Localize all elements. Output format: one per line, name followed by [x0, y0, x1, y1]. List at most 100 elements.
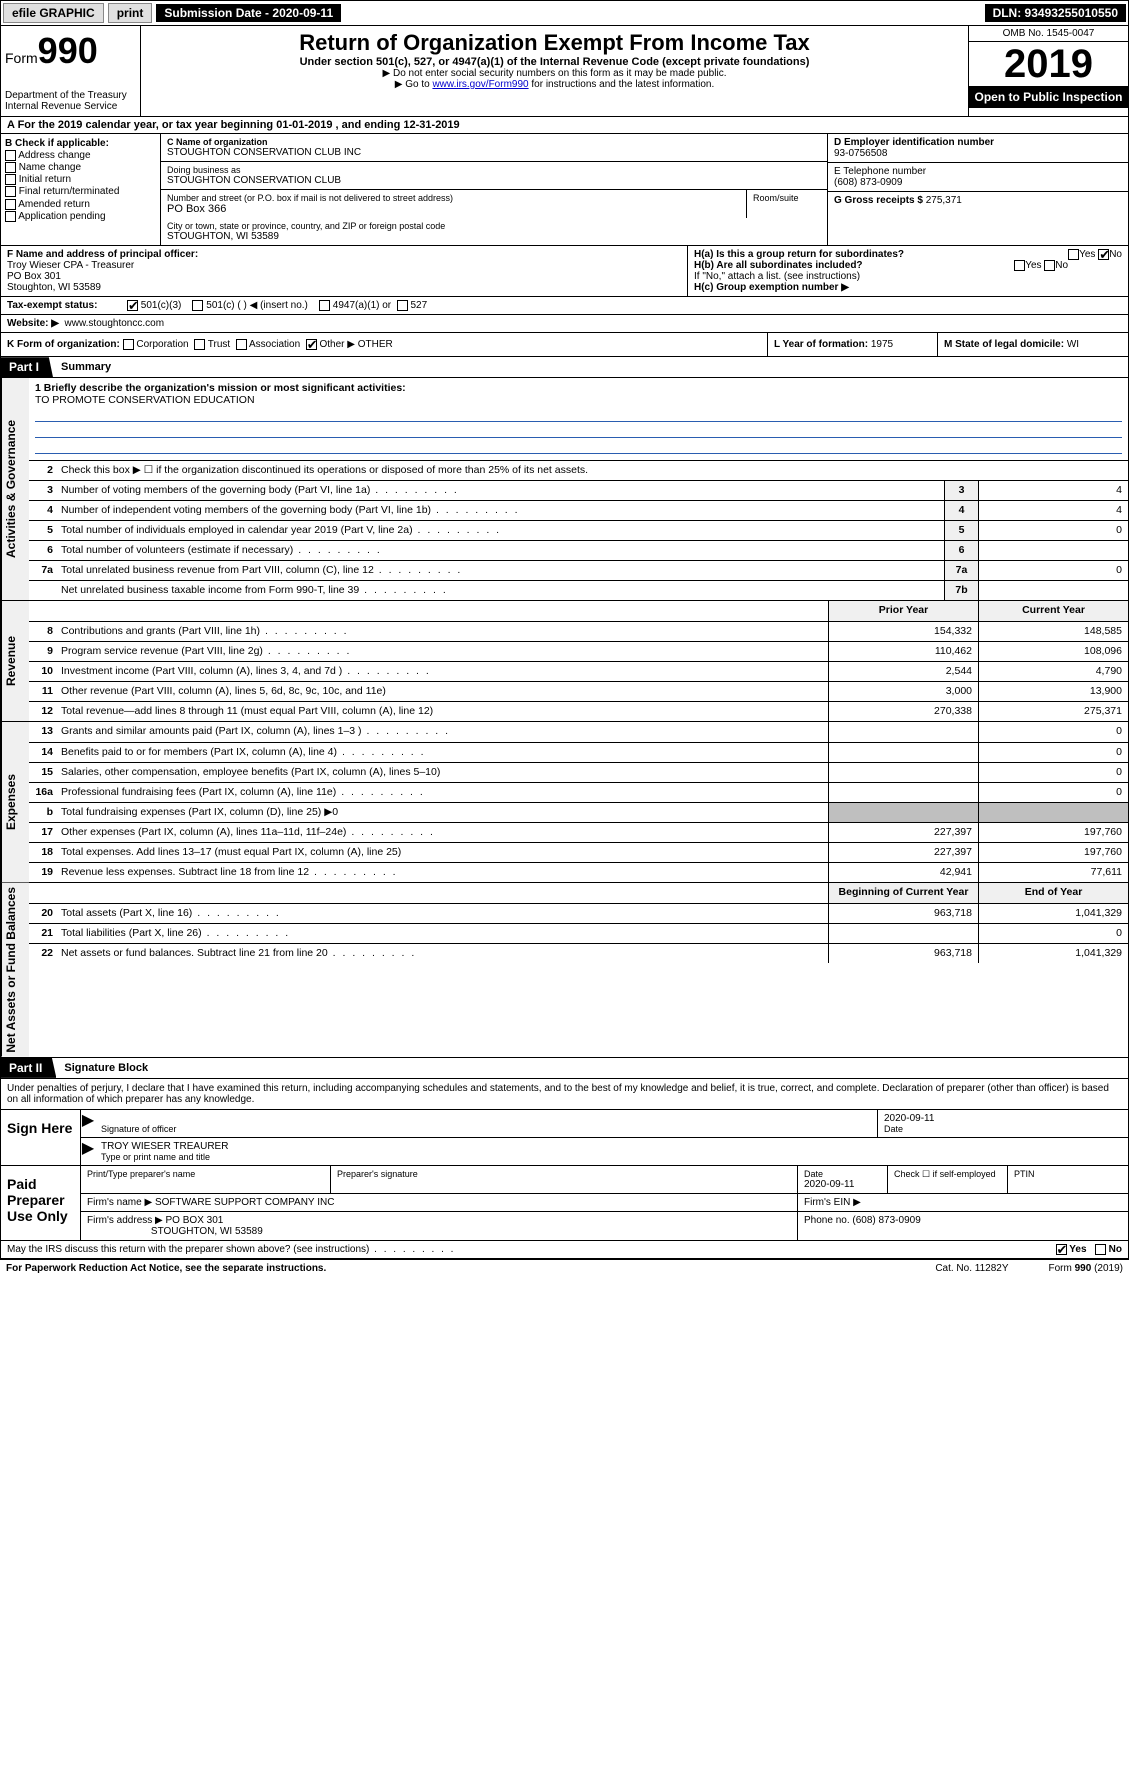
period-row: A For the 2019 calendar year, or tax yea…: [0, 117, 1129, 134]
chk-name-change[interactable]: Name change: [5, 162, 156, 173]
line-6-val: [978, 541, 1128, 560]
line-13-desc: Grants and similar amounts paid (Part IX…: [57, 722, 828, 742]
line-18-desc: Total expenses. Add lines 13–17 (must eq…: [57, 843, 828, 862]
opt-corp: Corporation: [136, 339, 188, 350]
signature-block: Under penalties of perjury, I declare th…: [0, 1079, 1129, 1241]
chk-501c3[interactable]: [127, 300, 138, 311]
line-7b-desc: Net unrelated business taxable income fr…: [57, 581, 944, 600]
line-3-box: 3: [944, 481, 978, 500]
box-f: F Name and address of principal officer:…: [1, 246, 688, 296]
efile-button[interactable]: efile GRAPHIC: [3, 3, 104, 23]
opt-trust: Trust: [208, 339, 230, 350]
col-end: End of Year: [978, 883, 1128, 903]
note-goto-prefix: ▶ Go to: [395, 79, 433, 90]
line-20-desc: Total assets (Part X, line 16): [57, 904, 828, 923]
discuss-no[interactable]: [1095, 1244, 1106, 1255]
box-b: B Check if applicable: Address change Na…: [1, 134, 161, 245]
discuss-yes[interactable]: [1056, 1244, 1067, 1255]
line-17-prior: 227,397: [828, 823, 978, 842]
irs-link[interactable]: www.irs.gov/Form990: [432, 79, 528, 90]
box-b-label: B Check if applicable:: [5, 138, 156, 149]
h-c-label: H(c) Group exemption number ▶: [694, 282, 1122, 293]
firm-name-value: SOFTWARE SUPPORT COMPANY INC: [155, 1197, 334, 1208]
note-link: ▶ Go to www.irs.gov/Form990 for instruct…: [147, 79, 962, 90]
discuss-row: May the IRS discuss this return with the…: [0, 1241, 1129, 1259]
chk-amended[interactable]: Amended return: [5, 199, 156, 210]
line-6-box: 6: [944, 541, 978, 560]
year-formation-label: L Year of formation:: [774, 339, 871, 350]
form-title: Return of Organization Exempt From Incom…: [147, 30, 962, 56]
top-toolbar: efile GRAPHIC print Submission Date - 20…: [0, 0, 1129, 26]
line-10-prior: 2,544: [828, 662, 978, 681]
period-label-b: , and ending: [336, 119, 404, 131]
arrow-icon: ▶: [81, 1138, 95, 1165]
line-20-end: 1,041,329: [978, 904, 1128, 923]
sig-officer-label: Signature of officer: [101, 1124, 871, 1134]
chk-corp[interactable]: [123, 339, 134, 350]
sign-here-label: Sign Here: [1, 1110, 81, 1165]
print-button[interactable]: print: [108, 3, 153, 23]
side-revenue: Revenue: [1, 601, 29, 721]
self-employed-check[interactable]: Check ☐ if self-employed: [894, 1169, 1001, 1180]
chk-527[interactable]: [397, 300, 408, 311]
firm-name-label: Firm's name ▶: [87, 1197, 152, 1208]
chk-initial-return[interactable]: Initial return: [5, 174, 156, 185]
perjury-declaration: Under penalties of perjury, I declare th…: [1, 1079, 1128, 1109]
submission-date-label: Submission Date -: [164, 6, 272, 20]
line-18-prior: 227,397: [828, 843, 978, 862]
line-13-prior: [828, 722, 978, 742]
website-value: www.stoughtoncc.com: [65, 318, 165, 329]
h-b-no[interactable]: [1044, 260, 1055, 271]
chk-final-return[interactable]: Final return/terminated: [5, 186, 156, 197]
no-label: No: [1109, 1244, 1122, 1255]
line-9-curr: 108,096: [978, 642, 1128, 661]
form-subtitle: Under section 501(c), 527, or 4947(a)(1)…: [147, 56, 962, 68]
chk-address-change[interactable]: Address change: [5, 150, 156, 161]
dba-label: Doing business as: [167, 165, 821, 175]
chk-label: Name change: [19, 162, 81, 173]
h-a-yes[interactable]: [1068, 249, 1079, 260]
line-7a-desc: Total unrelated business revenue from Pa…: [57, 561, 944, 580]
firm-addr-label: Firm's address ▶: [87, 1215, 163, 1226]
org-name: STOUGHTON CONSERVATION CLUB INC: [167, 147, 821, 158]
chk-application-pending[interactable]: Application pending: [5, 211, 156, 222]
revenue-section: Revenue Prior YearCurrent Year 8Contribu…: [0, 601, 1129, 722]
ptin-header: PTIN: [1014, 1169, 1122, 1179]
line-8-prior: 154,332: [828, 622, 978, 641]
form-number: Form990: [5, 30, 136, 72]
note-goto-suffix: for instructions and the latest informat…: [529, 79, 715, 90]
chk-4947[interactable]: [319, 300, 330, 311]
officer-label: F Name and address of principal officer:: [7, 249, 681, 260]
firm-ein-label: Firm's EIN ▶: [804, 1197, 861, 1208]
chk-other[interactable]: [306, 339, 317, 350]
submission-date-value: 2020-09-11: [272, 6, 333, 20]
note-ssn: ▶ Do not enter social security numbers o…: [147, 68, 962, 79]
part-ii-header: Part II Signature Block: [0, 1058, 1129, 1079]
line-19-curr: 77,611: [978, 863, 1128, 882]
other-value: OTHER: [358, 339, 393, 350]
line-3-desc: Number of voting members of the governin…: [57, 481, 944, 500]
row-f-h: F Name and address of principal officer:…: [0, 246, 1129, 297]
line-9-desc: Program service revenue (Part VIII, line…: [57, 642, 828, 661]
h-b-yes[interactable]: [1014, 260, 1025, 271]
line-17-curr: 197,760: [978, 823, 1128, 842]
line-19-prior: 42,941: [828, 863, 978, 882]
state-domicile-value: WI: [1067, 339, 1079, 350]
officer-addr1: PO Box 301: [7, 271, 681, 282]
tax-exempt-label: Tax-exempt status:: [7, 300, 127, 311]
box-h: H(a) Is this a group return for subordin…: [688, 246, 1128, 296]
chk-trust[interactable]: [194, 339, 205, 350]
h-a-no[interactable]: [1098, 249, 1109, 260]
line-22-desc: Net assets or fund balances. Subtract li…: [57, 944, 828, 963]
col-prior: Prior Year: [828, 601, 978, 621]
line-7b-val: [978, 581, 1128, 600]
prep-date-header: Date: [804, 1169, 881, 1179]
phone-value: (608) 873-0909: [834, 177, 1122, 188]
line-16a-desc: Professional fundraising fees (Part IX, …: [57, 783, 828, 802]
line-12-prior: 270,338: [828, 702, 978, 721]
chk-501c[interactable]: [192, 300, 203, 311]
governance-section: Activities & Governance 1 Briefly descri…: [0, 378, 1129, 601]
chk-assoc[interactable]: [236, 339, 247, 350]
org-name-label: C Name of organization: [167, 137, 821, 147]
firm-phone-value: (608) 873-0909: [852, 1215, 920, 1226]
